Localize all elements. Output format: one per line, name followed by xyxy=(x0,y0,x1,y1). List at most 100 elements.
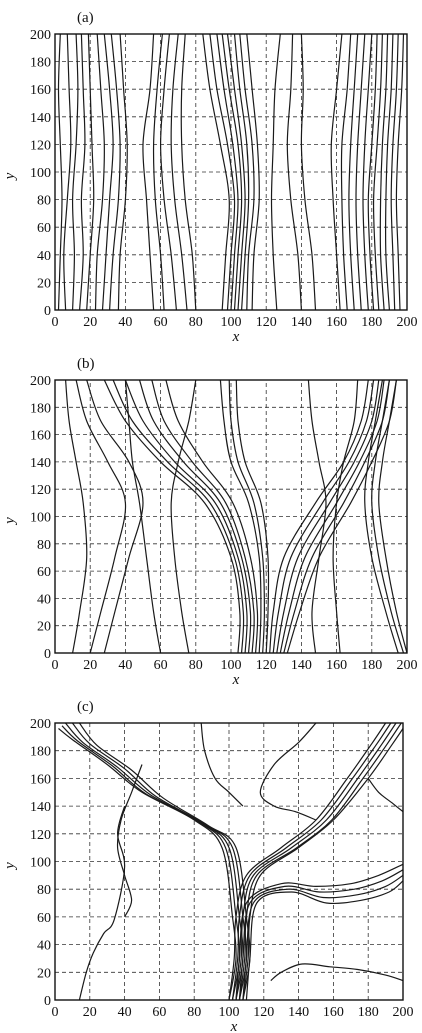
y-tick-label: 40 xyxy=(37,249,51,264)
trajectory-line xyxy=(355,34,366,310)
trajectory-line xyxy=(242,728,403,1000)
trajectory-line xyxy=(259,723,317,821)
trajectory-line xyxy=(116,764,143,918)
x-tick-label: 40 xyxy=(118,315,132,330)
trajectory-line xyxy=(71,34,79,310)
trajectory-line xyxy=(165,380,259,653)
trajectory-line xyxy=(246,34,260,310)
y-tick-label: 180 xyxy=(30,745,51,760)
y-tick-label: 60 xyxy=(37,911,51,926)
trajectory-line xyxy=(151,380,255,653)
trajectory-line xyxy=(395,34,405,310)
trajectory-line xyxy=(117,34,128,310)
trajectory-line xyxy=(332,380,359,653)
y-tick-label: 60 xyxy=(37,221,51,236)
trajectory-line xyxy=(300,34,317,310)
trajectory-line xyxy=(362,34,373,310)
panel-label: (b) xyxy=(77,356,95,372)
trajectory-line xyxy=(142,34,155,310)
y-tick-label: 120 xyxy=(30,483,51,498)
panel-b: 0 20 40 60 80 100 120 140 160 180 200 0 20 40 60 80 100 1… xyxy=(2,356,418,688)
trajectory-line xyxy=(226,34,246,310)
trajectory-line xyxy=(372,34,383,310)
x-tick-label: 140 xyxy=(288,1005,309,1020)
trajectory-line xyxy=(216,34,239,310)
trajectory-line xyxy=(330,34,343,310)
trajectory-line xyxy=(390,34,399,310)
y-tick-label: 20 xyxy=(37,620,51,635)
y-tick-label: 160 xyxy=(30,429,51,444)
y-tick-label: 180 xyxy=(30,401,51,416)
trajectory-line xyxy=(170,380,197,653)
trajectory-line xyxy=(235,863,403,1000)
trajectories xyxy=(65,380,407,653)
x-tick-label: 80 xyxy=(189,315,203,330)
trajectory-line xyxy=(86,380,144,653)
trajectory-line xyxy=(112,380,245,653)
trajectory-line xyxy=(235,380,270,653)
panel-a: 0 20 40 60 80 100 120 140 160 180 200 0 20 40 60 80 100 1… xyxy=(2,10,418,345)
trajectory-line xyxy=(75,380,127,653)
y-tick-label: 80 xyxy=(37,538,51,553)
y-tick-label: 140 xyxy=(30,800,51,815)
y-tick-label: 100 xyxy=(30,166,51,181)
x-tick-label: 80 xyxy=(189,658,203,673)
x-tick-label: 20 xyxy=(83,1005,97,1020)
y-tick-label: 0 xyxy=(44,994,51,1009)
trajectory-line xyxy=(180,34,197,310)
trajectory-line xyxy=(270,34,281,310)
y-tick-label: 200 xyxy=(30,28,51,43)
trajectory-line xyxy=(245,880,403,1000)
x-tick-label: 100 xyxy=(221,315,242,330)
y-axis-label: y xyxy=(2,862,18,871)
trajectories xyxy=(57,34,405,310)
trajectory-line xyxy=(78,723,251,1000)
trajectory-line xyxy=(221,34,243,310)
plot-frame xyxy=(54,33,408,311)
trajectory-line xyxy=(270,963,403,982)
trajectory-line xyxy=(79,34,86,310)
panel-c: 0 20 40 60 80 100 120 140 160 180 200 0 20 40 60 80 100 1… xyxy=(2,699,414,1033)
y-tick-label: 140 xyxy=(30,456,51,471)
trajectory-line xyxy=(384,34,394,310)
y-tick-label: 80 xyxy=(37,883,51,898)
y-tick-label: 60 xyxy=(37,565,51,580)
y-tick-label: 0 xyxy=(44,304,51,319)
y-tick-label: 20 xyxy=(37,966,51,981)
x-tick-label: 140 xyxy=(291,658,312,673)
trajectory-line xyxy=(379,34,389,310)
y-tick-label: 0 xyxy=(44,647,51,662)
x-tick-label: 160 xyxy=(326,315,347,330)
y-tick-label: 160 xyxy=(30,83,51,98)
y-tick-label: 160 xyxy=(30,772,51,787)
panel-label: (c) xyxy=(77,699,94,715)
y-tick-label: 120 xyxy=(30,828,51,843)
x-tick-label: 80 xyxy=(187,1005,201,1020)
trajectory-line xyxy=(109,34,121,310)
y-tick-label: 80 xyxy=(37,194,51,209)
y-tick-label: 40 xyxy=(37,939,51,954)
x-tick-label: 60 xyxy=(154,658,168,673)
x-tick-label: 40 xyxy=(118,1005,132,1020)
x-axis-label: x xyxy=(232,672,240,688)
trajectory-line xyxy=(367,34,378,310)
plot-frame xyxy=(54,722,404,1001)
trajectory-line xyxy=(101,34,114,310)
y-tick-label: 120 xyxy=(30,138,51,153)
x-tick-label: 0 xyxy=(52,1005,59,1020)
trajectory-line xyxy=(86,34,95,310)
trajectory-line xyxy=(58,728,237,1000)
trajectory-line xyxy=(159,34,177,310)
trajectory-line xyxy=(94,34,105,310)
x-tick-label: 100 xyxy=(221,658,242,673)
trajectory-line xyxy=(269,380,369,653)
x-tick-label: 200 xyxy=(397,658,418,673)
trajectory-line xyxy=(124,380,162,653)
trajectory-line xyxy=(231,723,392,1000)
trajectory-line xyxy=(71,723,248,1000)
x-tick-label: 160 xyxy=(323,1005,344,1020)
trajectory-line xyxy=(367,778,403,813)
y-axis-label: y xyxy=(2,517,18,526)
x-tick-label: 0 xyxy=(52,315,59,330)
y-tick-label: 140 xyxy=(30,111,51,126)
